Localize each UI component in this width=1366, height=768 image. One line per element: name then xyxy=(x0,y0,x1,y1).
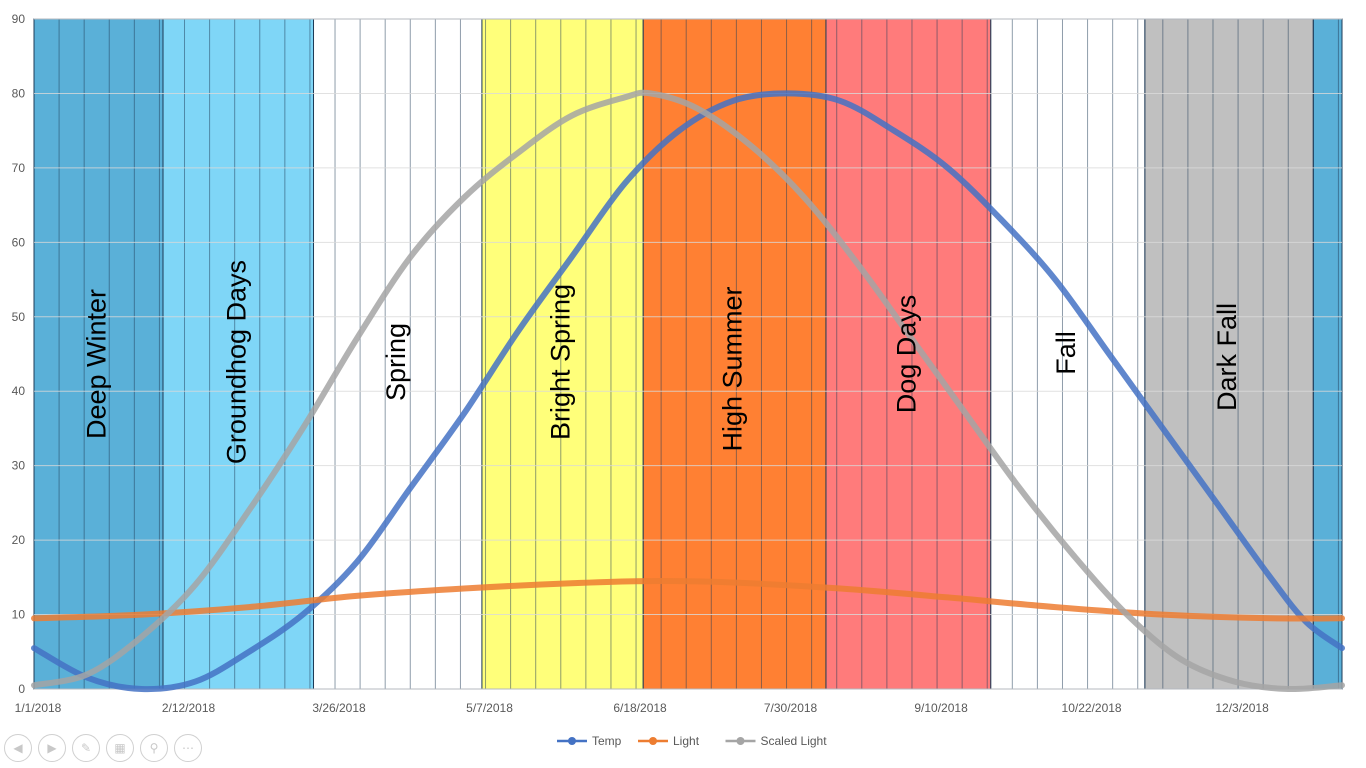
x-tick-label: 1/1/2018 xyxy=(15,701,62,715)
legend-label: Scaled Light xyxy=(761,734,828,748)
y-axis-ticks: 0 10 20 30 40 50 60 70 80 90 xyxy=(12,12,26,696)
y-tick-label: 40 xyxy=(12,384,26,398)
slide-nav: ◀ ▶ ✎ ▦ ⚲ ⋯ xyxy=(4,734,202,762)
x-tick-label: 9/10/2018 xyxy=(914,701,968,715)
legend-label: Temp xyxy=(592,734,622,748)
vertical-gridlines xyxy=(33,19,1339,689)
season-labels: Deep Winter Groundhog Days Spring Bright Sp… xyxy=(82,260,1243,464)
legend-marker xyxy=(649,737,657,745)
season-band-5 xyxy=(825,18,992,690)
forward-icon[interactable]: ▶ xyxy=(38,734,66,762)
x-tick-label: 7/30/2018 xyxy=(764,701,818,715)
season-label: Spring xyxy=(381,323,411,401)
season-label: Groundhog Days xyxy=(221,260,251,464)
season-label: Dark Fall xyxy=(1212,303,1242,411)
y-tick-label: 0 xyxy=(18,682,25,696)
season-band-8 xyxy=(1312,18,1343,690)
y-tick-label: 90 xyxy=(12,12,26,26)
x-tick-label: 12/3/2018 xyxy=(1215,701,1269,715)
y-tick-label: 60 xyxy=(12,235,26,249)
legend-marker xyxy=(568,737,576,745)
x-axis-ticks: 1/1/2018 2/12/2018 3/26/2018 5/7/2018 6/18/2… xyxy=(15,701,1269,715)
season-band-7 xyxy=(1144,18,1314,690)
legend: Temp Light Scaled Light xyxy=(557,734,827,748)
x-tick-label: 10/22/2018 xyxy=(1062,701,1122,715)
season-band-0 xyxy=(33,18,164,690)
zoom-icon[interactable]: ⚲ xyxy=(140,734,168,762)
season-bands xyxy=(33,18,1343,690)
legend-label: Light xyxy=(673,734,700,748)
season-band-3 xyxy=(481,18,644,690)
back-icon[interactable]: ◀ xyxy=(4,734,32,762)
y-tick-label: 10 xyxy=(12,608,26,622)
x-tick-label: 5/7/2018 xyxy=(466,701,513,715)
legend-marker xyxy=(736,737,745,745)
season-band-1 xyxy=(162,18,315,690)
y-tick-label: 80 xyxy=(12,86,26,100)
slides-icon[interactable]: ▦ xyxy=(106,734,134,762)
series-temp xyxy=(31,90,1345,693)
y-tick-label: 30 xyxy=(12,459,26,473)
season-band-6 xyxy=(990,18,1146,690)
x-tick-label: 3/26/2018 xyxy=(312,701,366,715)
season-label: Dog Days xyxy=(892,295,922,414)
horizontal-gridlines xyxy=(34,18,1342,690)
season-label: High Summer xyxy=(718,286,748,451)
more-icon[interactable]: ⋯ xyxy=(174,734,202,762)
season-label: Deep Winter xyxy=(82,289,112,439)
series-light xyxy=(31,578,1345,622)
series-scaled-light xyxy=(31,89,1345,693)
season-label: Bright Spring xyxy=(546,284,576,440)
season-label: Fall xyxy=(1051,331,1081,375)
x-tick-label: 2/12/2018 xyxy=(162,701,216,715)
x-tick-label: 6/18/2018 xyxy=(613,701,667,715)
y-tick-label: 50 xyxy=(12,310,26,324)
pen-icon[interactable]: ✎ xyxy=(72,734,100,762)
y-tick-label: 70 xyxy=(12,161,26,175)
y-tick-label: 20 xyxy=(12,533,26,547)
series-lines xyxy=(31,89,1345,693)
